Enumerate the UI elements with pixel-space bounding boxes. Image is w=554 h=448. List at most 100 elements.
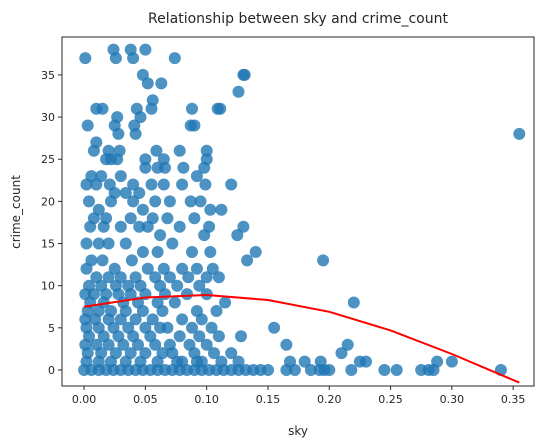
data-point — [199, 178, 212, 191]
data-point — [345, 364, 358, 376]
x-tick-label: 0.35 — [501, 393, 526, 406]
data-point — [96, 102, 109, 115]
data-point — [176, 262, 189, 275]
data-point — [232, 355, 245, 368]
data-point — [141, 77, 154, 90]
data-point — [231, 229, 244, 242]
data-point — [360, 355, 372, 368]
y-tick-label: 10 — [41, 280, 55, 293]
data-point — [136, 203, 149, 216]
y-tick-label: 5 — [48, 322, 55, 335]
data-point — [141, 262, 154, 275]
data-point — [181, 288, 193, 301]
data-point — [176, 313, 189, 326]
data-point — [513, 127, 526, 140]
data-point — [200, 144, 213, 157]
data-point — [133, 220, 146, 233]
data-point — [84, 220, 97, 233]
data-point — [182, 271, 195, 284]
data-point — [173, 220, 186, 233]
data-point — [186, 246, 198, 258]
x-tick-label: 0.25 — [378, 393, 403, 406]
x-tick-label: 0.20 — [317, 393, 342, 406]
data-point — [145, 178, 158, 191]
data-point — [177, 161, 190, 174]
data-point — [157, 178, 170, 191]
data-point — [114, 170, 127, 183]
data-point — [427, 364, 440, 376]
data-point — [127, 195, 140, 208]
data-point — [298, 355, 311, 368]
data-point — [335, 347, 348, 360]
data-point — [80, 262, 93, 275]
fit-layer — [83, 293, 520, 384]
data-point — [112, 127, 125, 140]
data-point — [134, 111, 147, 124]
data-point — [161, 212, 174, 225]
y-tick-label: 20 — [41, 195, 55, 208]
data-point — [288, 364, 301, 376]
data-point — [149, 338, 162, 351]
data-point — [241, 254, 254, 267]
data-point — [171, 279, 184, 292]
data-point — [205, 321, 218, 334]
data-point — [154, 229, 167, 242]
x-axis-label: sky — [288, 424, 308, 438]
data-point — [139, 43, 152, 56]
data-point — [195, 313, 208, 326]
data-point — [124, 212, 137, 225]
data-point — [190, 262, 203, 275]
y-tick-label: 15 — [41, 238, 55, 251]
x-tick-label: 0.05 — [133, 393, 158, 406]
data-point — [157, 262, 170, 275]
data-point — [268, 321, 281, 334]
data-point — [114, 313, 127, 326]
data-point — [212, 330, 225, 343]
x-tick-label: 0.10 — [194, 393, 219, 406]
data-point — [102, 237, 115, 250]
data-point — [445, 355, 458, 368]
data-point — [96, 254, 109, 267]
data-point — [125, 254, 138, 267]
data-point — [225, 347, 238, 360]
data-point — [186, 321, 198, 334]
data-point — [141, 220, 154, 233]
data-point — [168, 52, 181, 65]
data-point — [204, 246, 217, 258]
data-point — [81, 119, 94, 132]
data-point — [132, 338, 144, 351]
data-point — [237, 220, 250, 233]
data-point — [87, 144, 100, 157]
x-tick-label: 0.30 — [440, 393, 465, 406]
data-point — [108, 262, 121, 275]
data-point — [210, 305, 223, 317]
data-point — [193, 279, 206, 292]
data-point — [378, 364, 391, 376]
data-point — [186, 102, 198, 115]
data-point — [117, 338, 130, 351]
data-point — [92, 237, 105, 250]
y-tick-label: 0 — [48, 364, 55, 377]
data-point — [200, 271, 213, 284]
data-point — [235, 330, 247, 343]
data-point — [219, 296, 232, 309]
x-tick-label: 0.00 — [72, 393, 97, 406]
data-point — [83, 195, 95, 208]
data-point — [119, 187, 132, 199]
y-axis: 0 5 10 15 20 25 30 35 — [41, 69, 62, 377]
data-point — [249, 246, 262, 258]
fit-curve-line — [83, 293, 520, 384]
data-point — [304, 364, 317, 376]
data-point — [145, 102, 158, 115]
data-point — [168, 296, 181, 309]
data-point — [206, 262, 219, 275]
points-layer — [78, 43, 526, 376]
data-point — [341, 338, 354, 351]
data-point — [163, 271, 176, 284]
data-point — [139, 161, 152, 174]
data-point — [190, 170, 203, 183]
data-point — [136, 305, 149, 317]
data-point — [127, 52, 140, 65]
data-point — [176, 178, 189, 191]
